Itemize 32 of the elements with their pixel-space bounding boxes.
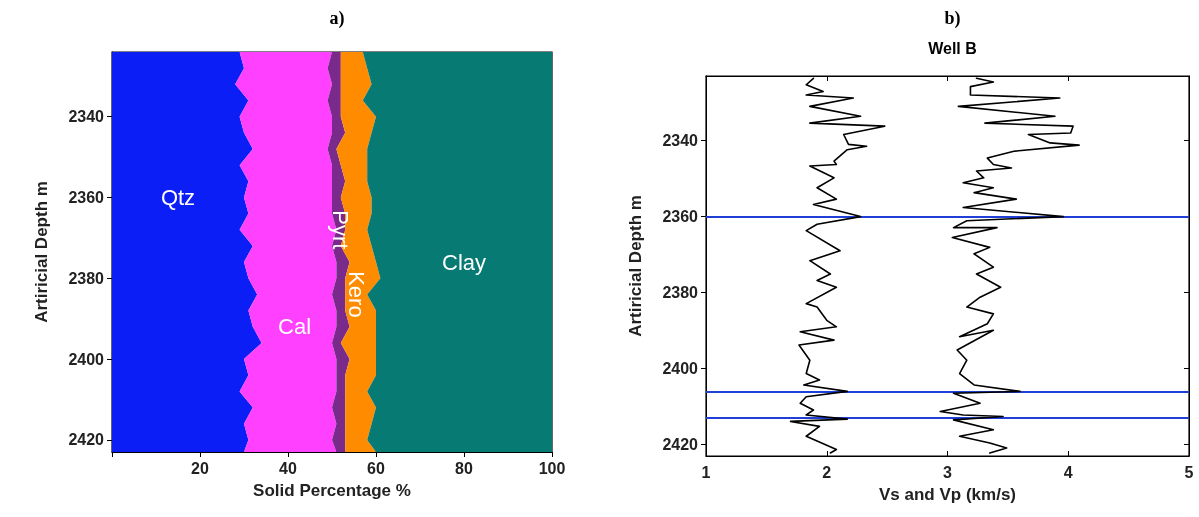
series-label: Cal — [278, 314, 312, 340]
x-axis-title: Solid Percentage % — [253, 481, 411, 500]
x-tick-label: 80 — [455, 459, 473, 477]
chart-title: b) — [944, 8, 961, 29]
y-tick-label: 2400 — [662, 360, 699, 378]
x-tick-label: 1 — [701, 463, 711, 481]
y-tick-label: 2360 — [68, 188, 105, 206]
y-tick-label: 2380 — [662, 284, 699, 302]
x-tick-label: 4 — [1063, 463, 1073, 481]
series-label: Kero — [343, 271, 369, 318]
chart-subtitle: Well B — [928, 39, 977, 57]
x-axis-title: Vs and Vp (km/s) — [879, 485, 1016, 504]
x-tick-label: 2 — [822, 463, 832, 481]
y-axis-title: Artiricial Depth m — [626, 195, 645, 337]
series-label: Pyrt — [328, 210, 354, 250]
x-tick-label: 5 — [1184, 463, 1194, 481]
x-tick-label: 40 — [279, 459, 297, 477]
x-tick-label: 3 — [943, 463, 953, 481]
x-tick-label: 60 — [367, 459, 385, 477]
x-tick-label: 20 — [191, 459, 209, 477]
y-tick-label: 2380 — [68, 269, 105, 287]
y-tick-label: 2400 — [68, 350, 105, 368]
chart-title: a) — [329, 8, 345, 29]
series-label: Qtz — [160, 184, 196, 210]
y-tick-label: 2340 — [662, 132, 699, 150]
x-tick-label: 100 — [538, 459, 566, 477]
series-label: Clay — [441, 249, 487, 275]
y-tick-label: 2420 — [662, 436, 699, 454]
y-tick-label: 2420 — [68, 431, 105, 449]
y-axis-title: Artiricial Depth m — [32, 181, 51, 323]
y-tick-label: 2340 — [68, 108, 105, 126]
y-tick-label: 2360 — [662, 208, 699, 226]
